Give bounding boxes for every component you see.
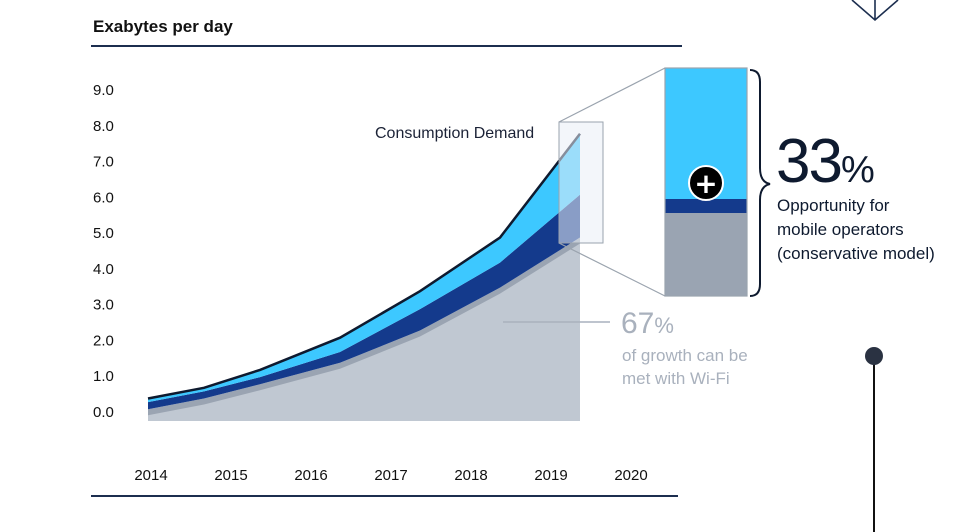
x-axis-ticks: 2014 2015 2016 2017 2018 2019 2020: [134, 467, 647, 484]
y-tick-label: 6.0: [93, 189, 114, 206]
opportunity-line-3: (conservative model): [777, 244, 935, 263]
zoom-line-bottom: [558, 242, 666, 297]
y-tick-label: 1.0: [93, 368, 114, 385]
x-tick-label: 2014: [134, 467, 167, 484]
zoom-bar-frame: [664, 67, 748, 297]
y-tick-label: 3.0: [93, 297, 114, 314]
brace-icon: [749, 69, 771, 297]
consumption-demand-label: Consumption Demand: [375, 125, 534, 142]
zoom-bar-wifi: [665, 213, 747, 296]
y-tick-label: 2.0: [93, 332, 114, 349]
x-tick-label: 2017: [374, 467, 407, 484]
timeline-node-icon[interactable]: [865, 347, 883, 365]
opportunity-percentage: 33%: [776, 127, 875, 196]
wifi-area: [148, 243, 580, 421]
consumption-demand-line: [147, 133, 581, 400]
x-tick-label: 2019: [534, 467, 567, 484]
y-tick-label: 9.0: [93, 82, 114, 99]
wifi-line-1: of growth can be: [622, 346, 748, 365]
opportunity-line-1: Opportunity for: [777, 196, 890, 215]
chart-title: Exabytes per day: [93, 17, 233, 36]
area-layers: [147, 133, 581, 421]
zoom-selection-box: [558, 121, 604, 244]
x-tick-label: 2020: [614, 467, 647, 484]
x-tick-label: 2018: [454, 467, 487, 484]
y-tick-label: 7.0: [93, 154, 114, 171]
zoom-line-top: [558, 67, 666, 123]
wifi-line-2: met with Wi-Fi: [622, 369, 730, 388]
x-tick-label: 2016: [294, 467, 327, 484]
opportunity-line-2: mobile operators: [777, 220, 904, 239]
y-axis-ticks: 0.0 1.0 2.0 3.0 4.0 5.0 6.0 7.0 8.0 9.0: [93, 82, 114, 421]
x-tick-label: 2015: [214, 467, 247, 484]
plus-circle-icon[interactable]: +: [688, 165, 724, 201]
wifi-percentage: 67%: [621, 307, 674, 340]
y-tick-label: 4.0: [93, 261, 114, 278]
zoom-bar-dark: [665, 199, 747, 213]
y-tick-label: 0.0: [93, 404, 114, 421]
y-tick-label: 8.0: [93, 118, 114, 135]
plus-symbol: +: [694, 167, 717, 200]
y-tick-label: 5.0: [93, 225, 114, 242]
diamond-outline-icon: [851, 0, 899, 22]
